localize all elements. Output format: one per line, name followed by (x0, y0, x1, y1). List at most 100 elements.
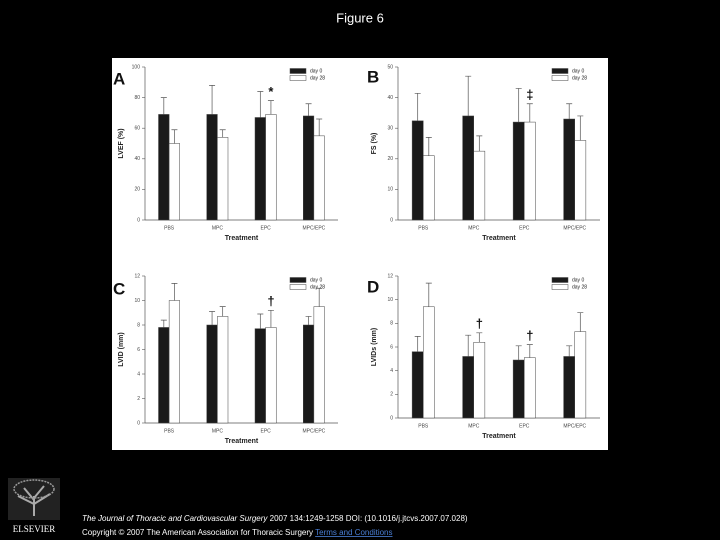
error-bar (305, 103, 312, 116)
bar (206, 324, 218, 424)
bar (524, 357, 536, 419)
error-bar (577, 115, 584, 141)
bar (254, 117, 266, 221)
x-axis-label: Treatment (225, 438, 259, 445)
x-tick-label: MPC/EPC (302, 428, 325, 434)
annotation: ‡ (526, 87, 533, 102)
bar (254, 328, 266, 424)
x-tick-label: PBS (418, 225, 429, 231)
error-bar (526, 103, 533, 123)
bar (512, 359, 525, 419)
x-tick-label: MPC (212, 225, 224, 231)
annotation: * (268, 84, 274, 99)
legend-swatch (289, 68, 307, 74)
bar (473, 342, 486, 419)
error-bar (257, 91, 264, 118)
bar (158, 114, 170, 221)
copyright: Copyright © 2007 The American Associatio… (82, 528, 393, 537)
panel-label: D (367, 277, 379, 296)
bar (168, 300, 180, 424)
y-tick-label: 8 (137, 322, 140, 328)
legend-label: day 0 (572, 68, 584, 74)
bar (217, 316, 229, 424)
legend-swatch (551, 284, 569, 290)
y-axis-label: LVEF (%) (118, 128, 125, 158)
x-tick-label: MPC/EPC (563, 225, 586, 231)
error-bar (160, 97, 167, 115)
legend-label: day 0 (572, 277, 584, 283)
bar (574, 331, 587, 419)
bar (303, 324, 315, 424)
y-tick-label: 4 (390, 368, 393, 374)
bar (217, 137, 229, 221)
citation-text: 2007 134:1249-1258 DOI: (10.1016/j.jtcvs… (267, 514, 467, 523)
bar (313, 135, 325, 221)
bar (158, 327, 170, 424)
bar (206, 114, 218, 221)
error-bar (305, 316, 312, 325)
error-bar (476, 332, 483, 343)
y-tick-label: 10 (387, 187, 393, 193)
bar (563, 118, 576, 221)
error-bar (414, 92, 421, 121)
y-tick-label: 50 (387, 64, 393, 70)
error-bar (316, 287, 323, 307)
bar (473, 150, 486, 221)
y-tick-label: 20 (387, 156, 393, 162)
y-tick-label: 8 (390, 321, 393, 327)
y-tick-label: 2 (390, 392, 393, 398)
error-bar (476, 135, 483, 152)
legend-swatch (289, 277, 307, 283)
panel-label: C (113, 279, 125, 298)
error-bar (219, 129, 226, 138)
panel-label: A (113, 69, 125, 88)
citation: The Journal of Thoracic and Cardiovascul… (82, 514, 468, 523)
y-tick-label: 30 (387, 126, 393, 132)
error-bar (425, 137, 432, 156)
error-bar (316, 118, 323, 136)
bar (411, 351, 424, 419)
error-bar (526, 344, 533, 358)
error-bar (171, 283, 178, 301)
bar (574, 140, 587, 221)
error-bar (465, 334, 472, 357)
legend-swatch (289, 75, 307, 81)
x-tick-label: EPC (260, 225, 271, 231)
error-bar (171, 129, 178, 144)
bar (462, 115, 475, 221)
bar (313, 306, 325, 424)
error-bar (160, 319, 167, 328)
x-tick-label: MPC/EPC (302, 225, 325, 231)
annotation: † (267, 294, 274, 309)
y-tick-label: 0 (390, 217, 393, 223)
y-axis-label: FS (%) (371, 133, 378, 155)
slide-title: Figure 6 (336, 10, 384, 25)
error-bar (414, 336, 421, 352)
legend-swatch (289, 284, 307, 290)
x-tick-label: MPC (468, 423, 480, 429)
y-tick-label: 100 (132, 64, 141, 70)
x-tick-label: MPC (468, 225, 480, 231)
bar (411, 120, 424, 221)
error-bar (425, 282, 432, 307)
y-tick-label: 20 (134, 187, 140, 193)
error-bar (577, 312, 584, 332)
y-tick-label: 10 (134, 298, 140, 304)
y-tick-label: 0 (390, 415, 393, 421)
y-tick-label: 4 (137, 371, 140, 377)
y-tick-label: 12 (134, 273, 140, 279)
error-bar (566, 345, 573, 357)
y-tick-label: 6 (137, 347, 140, 353)
panel-label: B (367, 67, 379, 86)
error-bar (267, 100, 274, 115)
journal-name: The Journal of Thoracic and Cardiovascul… (82, 514, 268, 523)
x-tick-label: EPC (519, 225, 530, 231)
legend-label: day 28 (572, 284, 587, 290)
terms-link[interactable]: Terms and Conditions (315, 528, 392, 537)
bar (563, 356, 576, 419)
y-tick-label: 60 (134, 126, 140, 132)
y-tick-label: 10 (387, 297, 393, 303)
bar (524, 121, 536, 221)
error-bar (515, 88, 522, 123)
legend-swatch (551, 68, 569, 74)
